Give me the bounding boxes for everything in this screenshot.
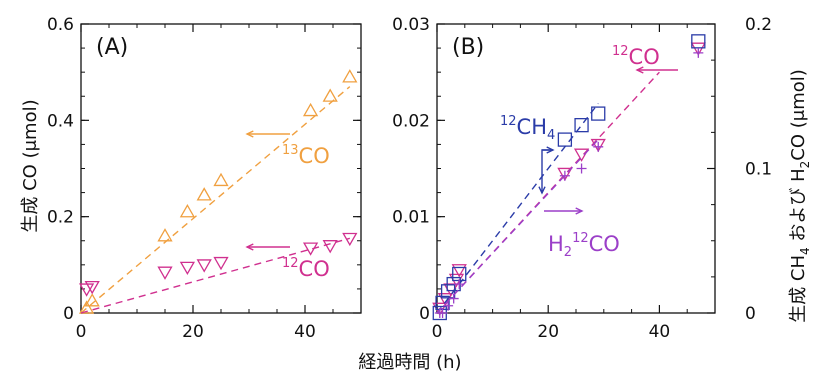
data-point-12CO: [557, 167, 573, 182]
fit-line-13CO: [80, 86, 351, 314]
data-point-12CH4: [574, 118, 589, 133]
data-point-12CO: [590, 138, 606, 153]
y-tick-label: 0.2: [47, 208, 74, 228]
data-point-H212CO: [454, 279, 465, 290]
data-point-12CO: [690, 42, 706, 56]
panel-b: 0 20 40 0 0.01 0.02 0.03 0 0.1 0.2 (B) 12CO 12CH4 H21…: [392, 15, 772, 342]
plot-frame: [436, 23, 716, 314]
data-point-12CO: [322, 240, 338, 254]
y2-tick-label: 0.1: [745, 160, 772, 180]
data-point-12CO: [451, 264, 467, 278]
data-point-13CO: [84, 293, 100, 307]
data-point-13CO: [342, 69, 358, 83]
x-tick-label: 0: [76, 322, 87, 342]
x-tick-label: 20: [537, 322, 559, 342]
y-tick-label: 0: [419, 304, 430, 324]
data-point-H212CO: [448, 293, 459, 304]
label-12co-b: 12CO: [612, 44, 660, 69]
x-axis-label: 経過時間 (h): [358, 352, 461, 373]
y-tick-label: 0.03: [392, 15, 430, 35]
y-tick-label: 0.01: [392, 208, 430, 228]
data-point-12CH4: [557, 132, 573, 147]
arrow-12ch4-tick-head: [538, 186, 546, 195]
data-point-13CO: [78, 300, 95, 314]
y-tick-label: 0.6: [47, 15, 74, 35]
y2-tick-label: 0: [745, 304, 756, 324]
data-point-H212CO: [693, 47, 704, 58]
panel-b-right-y-axis-label: 生成 CH4 および H2CO (μmol): [788, 69, 812, 323]
arrow-12ch4-head: [546, 146, 555, 154]
data-point-13CO: [302, 102, 319, 117]
y-tick-label: 0.4: [47, 111, 74, 131]
x-tick-label: 20: [182, 322, 204, 342]
arrow-12co-a-head: [245, 243, 254, 251]
x-tick-label: 40: [294, 322, 316, 342]
data-point-13CO: [179, 204, 196, 218]
data-point-12CH4: [591, 106, 606, 121]
data-point-12CO: [213, 256, 229, 271]
fit-line-12CO: [80, 237, 350, 314]
data-point-13CO: [213, 172, 229, 187]
panel-a-y-axis-label: 生成 CO (μmol): [20, 99, 41, 232]
panel-label: (B): [452, 35, 484, 60]
label-13co: 13CO: [282, 143, 330, 168]
label-12co-a: 12CO: [282, 256, 330, 281]
y2-tick-label: 0.2: [745, 15, 772, 35]
data-point-H212CO: [593, 141, 604, 152]
data-point-12CO: [342, 232, 358, 247]
fit-line-H212CO: [436, 139, 599, 314]
data-point-H212CO: [437, 308, 448, 318]
arrow-h212co-head: [575, 207, 584, 215]
data-point-13CO: [196, 187, 212, 201]
panel-a: 0 20 40 0 0.2 0.4 0.6 (A) 13CO 12CO: [47, 15, 362, 342]
panel-label: (A): [96, 35, 128, 60]
data-point-12CO: [302, 242, 319, 256]
data-point-12CO: [78, 283, 95, 297]
data-point-H212CO: [576, 163, 587, 174]
data-point-H212CO: [559, 170, 570, 181]
data-point-12CH4: [440, 284, 456, 299]
arrow-12co-b-head: [635, 66, 644, 74]
x-tick-label: 40: [649, 322, 671, 342]
label-h212co: H212CO: [548, 231, 620, 260]
data-point-13CO: [322, 88, 338, 102]
y-tick-label: 0: [63, 304, 74, 324]
x-tick-label: 0: [432, 322, 443, 342]
label-12ch4: 12CH4: [500, 114, 555, 143]
data-point-12CO: [196, 259, 212, 273]
arrow-13co-head: [245, 130, 254, 138]
data-point-12CO: [84, 280, 100, 295]
data-point-H212CO: [443, 300, 454, 311]
data-point-12CO: [157, 266, 173, 280]
data-point-12CH4: [691, 34, 706, 49]
data-point-13CO: [157, 228, 173, 242]
y-tick-label: 0.02: [392, 111, 430, 131]
data-point-12CO: [179, 261, 196, 276]
